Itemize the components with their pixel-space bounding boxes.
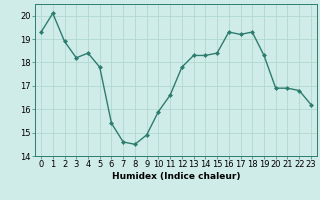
X-axis label: Humidex (Indice chaleur): Humidex (Indice chaleur) xyxy=(112,172,240,181)
